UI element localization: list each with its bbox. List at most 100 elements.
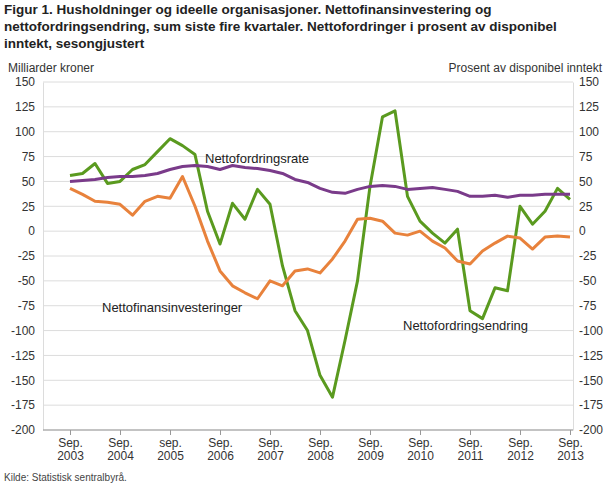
- x-tick-label-line: 2010: [407, 449, 434, 463]
- y-tick: -100: [11, 324, 43, 338]
- x-tick-mark: [70, 430, 71, 435]
- x-tick-label: Sep.2010: [407, 436, 434, 464]
- x-tick: Sep.2012: [507, 430, 534, 463]
- grid-line: [43, 280, 573, 281]
- y-tick: 50: [22, 175, 43, 189]
- y-tick: -175: [11, 398, 43, 412]
- y2-tick: 0: [573, 224, 586, 238]
- grid-line: [43, 405, 573, 406]
- x-tick-label: Sep.2006: [207, 436, 234, 464]
- x-tick-mark: [420, 430, 421, 435]
- grid-line: [43, 231, 573, 232]
- x-tick: Sep.2006: [207, 430, 234, 463]
- y2-tick: -50: [573, 274, 597, 288]
- y-tick: 0: [28, 224, 43, 238]
- source: Kilde: Statistisk sentralbyrå.: [4, 472, 127, 483]
- x-tick: Sep.2004: [107, 430, 134, 463]
- y-tick-label: 125: [15, 100, 35, 114]
- y-axis-line: [43, 83, 44, 431]
- y-tick-label: -125: [11, 349, 35, 363]
- x-tick-label-line: 2007: [257, 449, 284, 463]
- x-tick-label-line: Sep.: [208, 436, 233, 450]
- y2-tick-label: 0: [579, 224, 586, 238]
- x-tick-mark: [370, 430, 371, 435]
- x-tick-label: Sep.2013: [557, 436, 584, 464]
- y-tick-label: -25: [18, 249, 36, 263]
- y-tick: 125: [15, 100, 43, 114]
- x-tick-label: Sep.2011: [458, 436, 484, 464]
- x-axis: Sep.2003Sep.2004sep.2005Sep.2006Sep.2007…: [43, 430, 584, 463]
- y-axis: -200-175-150-125-100-75-50-2502550751001…: [11, 75, 44, 437]
- x-tick-label-line: Sep.: [308, 436, 333, 450]
- title-line: inntekt, sesongjustert: [4, 36, 145, 51]
- x-tick: Sep.2009: [357, 430, 384, 463]
- grid-line: [43, 256, 573, 257]
- y2-tick: 150: [573, 75, 599, 89]
- y-tick: 150: [15, 75, 43, 89]
- y2-tick-label: -125: [579, 349, 603, 363]
- y-tick-label: -200: [11, 423, 35, 437]
- y-tick: -25: [18, 249, 43, 263]
- grid-line: [43, 355, 573, 356]
- x-tick-label-line: 2006: [207, 449, 234, 463]
- grid-line: [43, 380, 573, 381]
- y-tick-label: 0: [28, 224, 35, 238]
- x-tick-label-line: Sep.: [558, 436, 583, 450]
- y-tick: -75: [18, 299, 43, 313]
- title: Figur 1. Husholdninger og ideelle organi…: [4, 2, 557, 51]
- y-tick-label: -50: [18, 274, 36, 288]
- title-line: nettofordringsendring, sum siste fire kv…: [4, 19, 557, 34]
- y-tick-label: -175: [11, 398, 35, 412]
- x-tick-label-line: 2013: [557, 449, 584, 463]
- chart: Figur 1. Husholdninger og ideelle organi…: [0, 0, 610, 488]
- x-tick: Sep.2003: [57, 430, 84, 463]
- grid: [43, 82, 573, 430]
- x-tick: Sep.2007: [257, 430, 284, 463]
- x-tick-label-line: 2005: [157, 449, 184, 463]
- x-tick: Sep.2010: [407, 430, 434, 463]
- y2-tick: 125: [573, 100, 599, 114]
- y2-tick-label: -75: [579, 299, 597, 313]
- x-tick-label: Sep.2009: [357, 436, 384, 464]
- y2-tick: 75: [573, 150, 593, 164]
- y2-axis: -200-175-150-125-100-75-50-2502550751001…: [573, 75, 603, 437]
- x-tick-mark: [220, 430, 221, 435]
- x-tick-label: sep.2005: [157, 436, 184, 464]
- x-tick-label-line: sep.: [159, 436, 182, 450]
- y-tick-label: -150: [11, 374, 35, 388]
- x-tick-label-line: Sep.: [408, 436, 433, 450]
- series-line: [70, 166, 570, 198]
- x-tick-label-line: 2008: [307, 449, 334, 463]
- y2-tick: 50: [573, 175, 593, 189]
- y-axis-title: Milliarder kroner: [8, 61, 94, 75]
- y2-tick: -175: [573, 398, 603, 412]
- x-tick-mark: [270, 430, 271, 435]
- x-tick-label-line: 2003: [57, 449, 84, 463]
- x-tick-label-line: 2004: [107, 449, 134, 463]
- x-tick-label: Sep.2007: [257, 436, 284, 464]
- y2-tick-label: -175: [579, 398, 603, 412]
- y2-axis-line: [573, 83, 574, 431]
- grid-line: [43, 82, 573, 83]
- x-tick: sep.2005: [157, 430, 184, 463]
- y2-tick-label: 150: [579, 75, 599, 89]
- x-tick-label-line: 2012: [507, 449, 534, 463]
- x-tick-label-line: Sep.: [58, 436, 83, 450]
- y2-tick-label: 25: [579, 200, 593, 214]
- y-tick: 75: [22, 150, 43, 164]
- x-tick: Sep.2008: [307, 430, 334, 463]
- y2-tick: -25: [573, 249, 597, 263]
- y-tick-label: 50: [22, 175, 36, 189]
- y2-tick-label: 100: [579, 125, 599, 139]
- x-tick-mark: [570, 430, 571, 435]
- y-tick: -125: [11, 349, 43, 363]
- y-tick: -150: [11, 374, 43, 388]
- x-tick-mark: [320, 430, 321, 435]
- y2-tick-label: 125: [579, 100, 599, 114]
- series-label: Nettofinansinvesteringer: [102, 300, 243, 315]
- x-tick-label-line: Sep.: [108, 436, 133, 450]
- y-tick-label: -100: [11, 324, 35, 338]
- x-tick-label-line: 2009: [357, 449, 384, 463]
- y2-tick: -150: [573, 374, 603, 388]
- x-tick-label-line: Sep.: [458, 436, 483, 450]
